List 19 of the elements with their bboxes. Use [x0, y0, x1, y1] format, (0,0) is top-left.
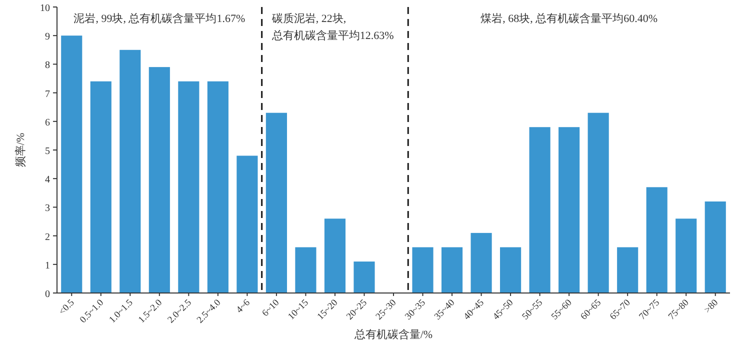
y-tick-label: 9 [45, 32, 50, 43]
y-tick-label: 0 [45, 289, 50, 300]
y-tick-label: 1 [45, 260, 50, 272]
x-tick-label: <0.5 [57, 298, 77, 318]
y-tick-label: 6 [45, 117, 50, 128]
annotation: 泥岩, 99块, 总有机碳含量平均1.67% [74, 12, 246, 25]
y-tick-label: 3 [45, 203, 50, 214]
annotation: 煤岩, 68块, 总有机碳含量平均60.40% [480, 12, 658, 25]
y-tick-label: 4 [45, 174, 50, 186]
y-tick-label: 2 [45, 232, 50, 243]
x-tick-label: >80 [702, 298, 721, 316]
y-tick-label: 5 [45, 146, 50, 157]
y-tick-label: 10 [40, 3, 50, 14]
y-tick-label: 8 [45, 60, 50, 72]
y-axis-title: 频率/% [14, 132, 27, 168]
x-axis-title: 总有机碳含量/% [353, 328, 433, 341]
y-tick-label: 7 [45, 88, 50, 100]
x-tick-label: 4~6 [234, 298, 252, 316]
annotation: 碳质泥岩, 22块, 总有机碳含量平均12.63% [270, 12, 394, 42]
